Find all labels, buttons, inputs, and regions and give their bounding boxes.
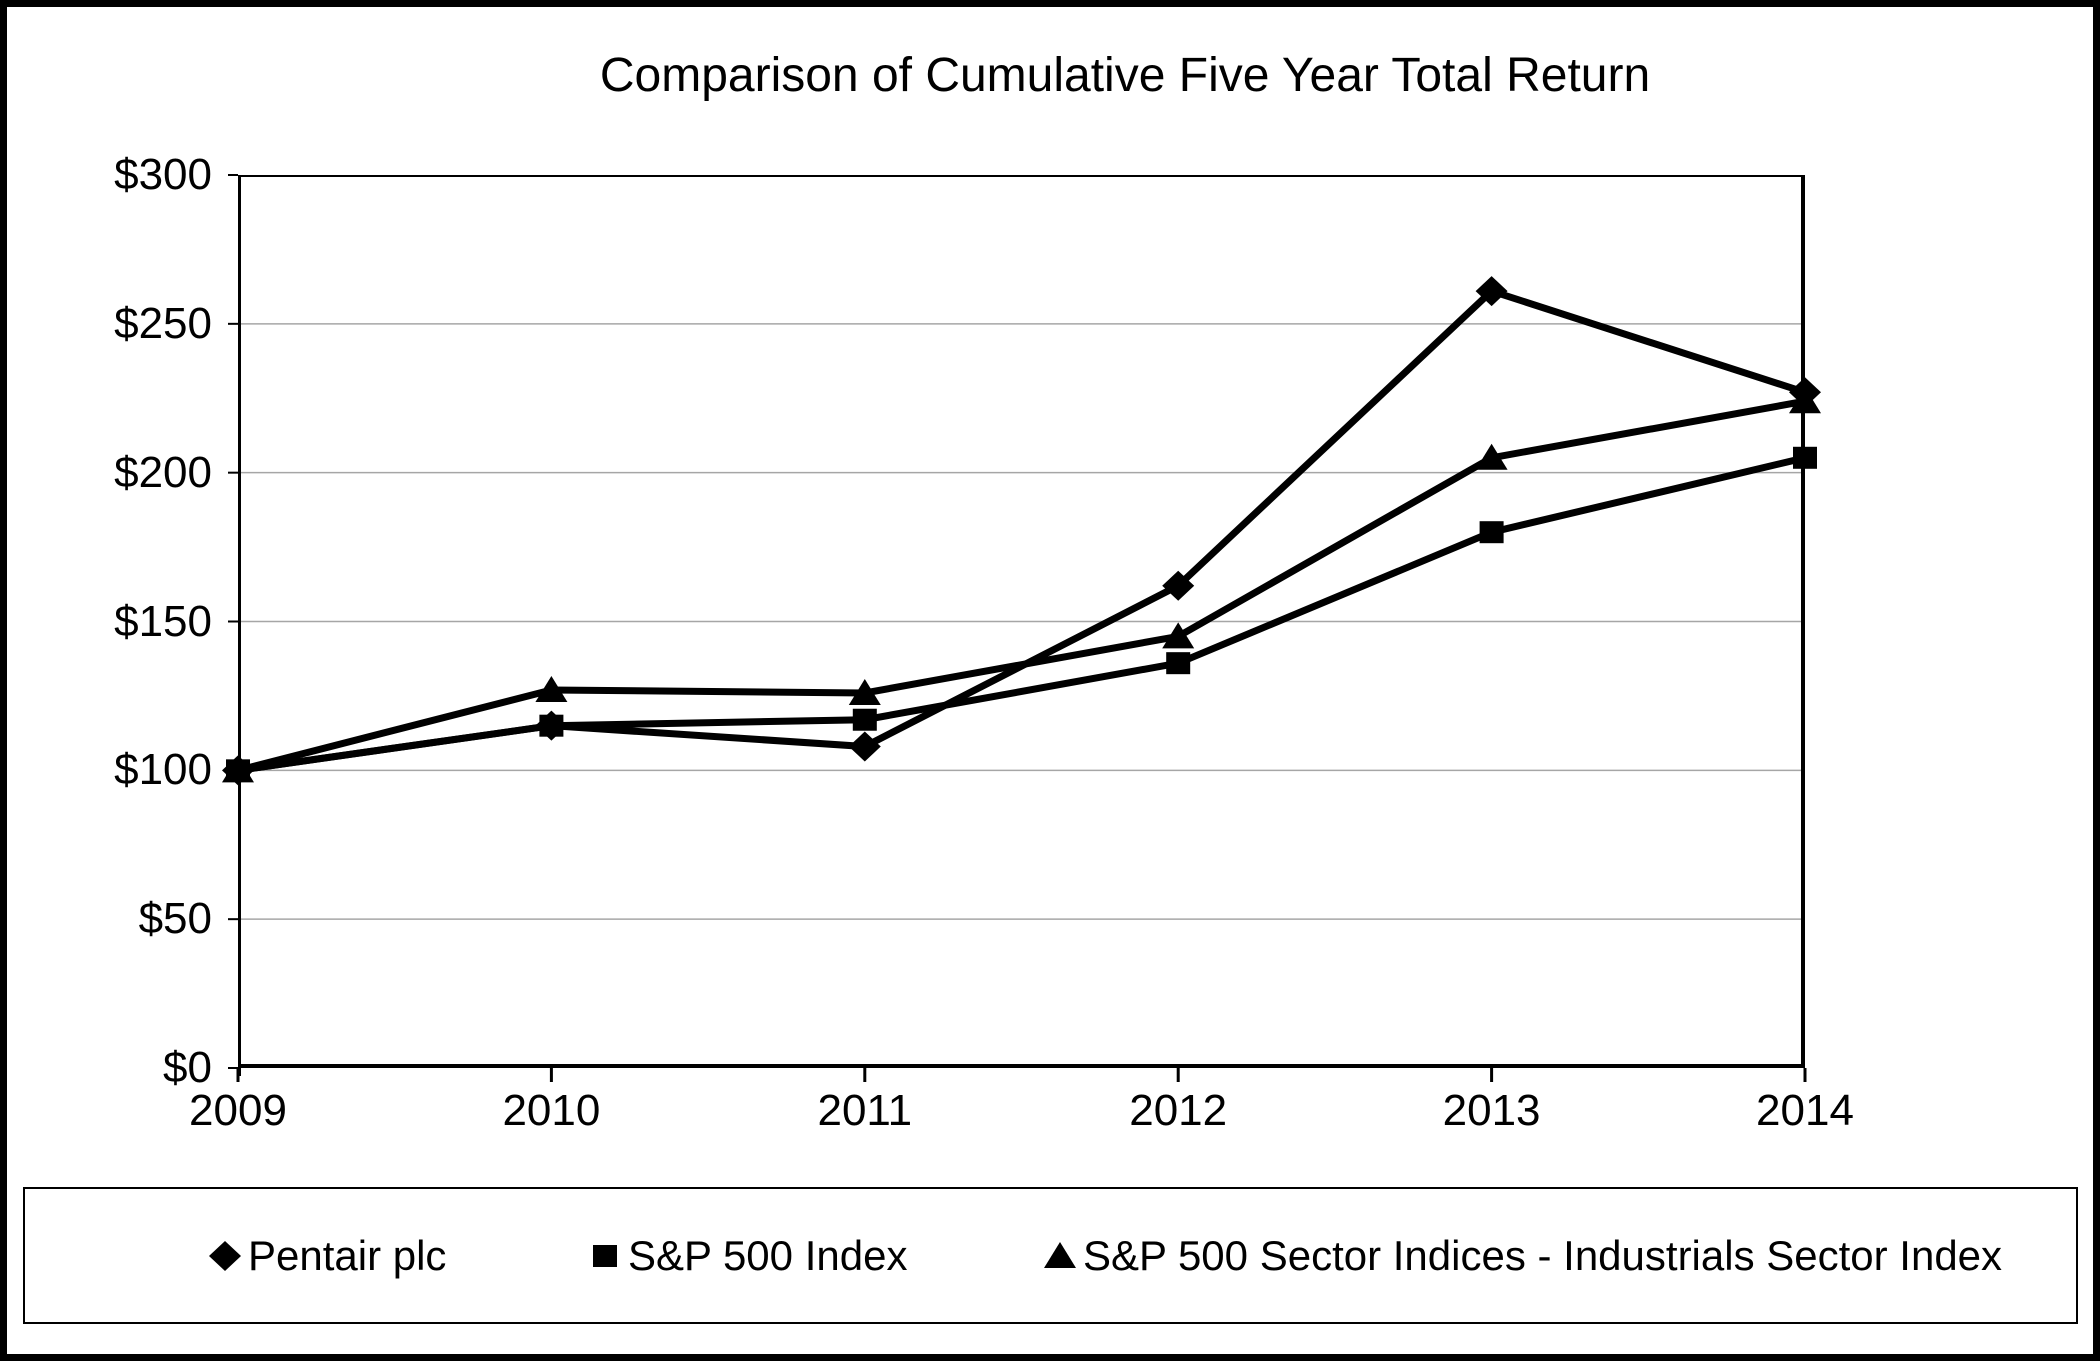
line-chart-canvas [222, 174, 1821, 1082]
square-marker [539, 714, 564, 737]
y-tick-label: $50 [138, 894, 212, 944]
y-tick-label: $200 [114, 447, 212, 497]
triangle-marker [535, 675, 568, 702]
series-line [237, 287, 1807, 774]
diamond-marker [1789, 377, 1821, 408]
legend-label: Pentair plc [248, 1231, 447, 1279]
square-marker [1793, 446, 1817, 469]
series-line [237, 454, 1806, 774]
triangle-marker [848, 678, 881, 705]
series-line [237, 397, 1806, 774]
legend-item: S&P 500 Sector Indices - Industrials Sec… [1040, 1189, 2002, 1322]
square-marker [1166, 652, 1191, 675]
triangle-marker [1162, 622, 1195, 649]
triangle-marker [1475, 443, 1508, 470]
diamond-marker [1162, 570, 1195, 601]
square-marker [593, 1244, 617, 1267]
square-icon [593, 1244, 617, 1267]
y-tick-label: $150 [114, 596, 212, 646]
square-marker [226, 759, 250, 782]
y-tick-label: $300 [114, 150, 212, 199]
x-tick-label: 2011 [817, 1086, 913, 1135]
y-tick-label: $0 [163, 1043, 212, 1092]
x-tick-label: 2012 [1129, 1086, 1228, 1135]
diamond-marker [848, 731, 881, 762]
square-marker [1479, 521, 1504, 544]
chart-title: Comparison of Cumulative Five Year Total… [599, 49, 1651, 102]
legend-item: Pentair plc [205, 1189, 446, 1322]
legend: Pentair plc S&P 500 Index S&P 500 Sector I… [23, 1187, 2078, 1324]
square-marker [852, 708, 877, 731]
legend-item: S&P 500 Index [585, 1189, 907, 1322]
y-tick-label: $100 [114, 745, 212, 795]
x-tick-label: 2009 [189, 1086, 287, 1135]
x-tick-label: 2010 [502, 1086, 601, 1135]
legend-label: S&P 500 Sector Indices - Industrials Sec… [1083, 1231, 2003, 1279]
diamond-marker [1475, 276, 1508, 307]
diamond-marker [209, 1240, 241, 1271]
diamond-icon [209, 1240, 241, 1271]
x-tick-label: 2013 [1442, 1086, 1541, 1135]
legend-label: S&P 500 Index [628, 1231, 908, 1279]
x-tick-label: 2014 [1756, 1086, 1854, 1135]
triangle-marker [1044, 1241, 1076, 1268]
y-tick-label: $250 [114, 298, 212, 348]
plot-area [222, 174, 1821, 1082]
triangle-icon [1044, 1241, 1076, 1268]
